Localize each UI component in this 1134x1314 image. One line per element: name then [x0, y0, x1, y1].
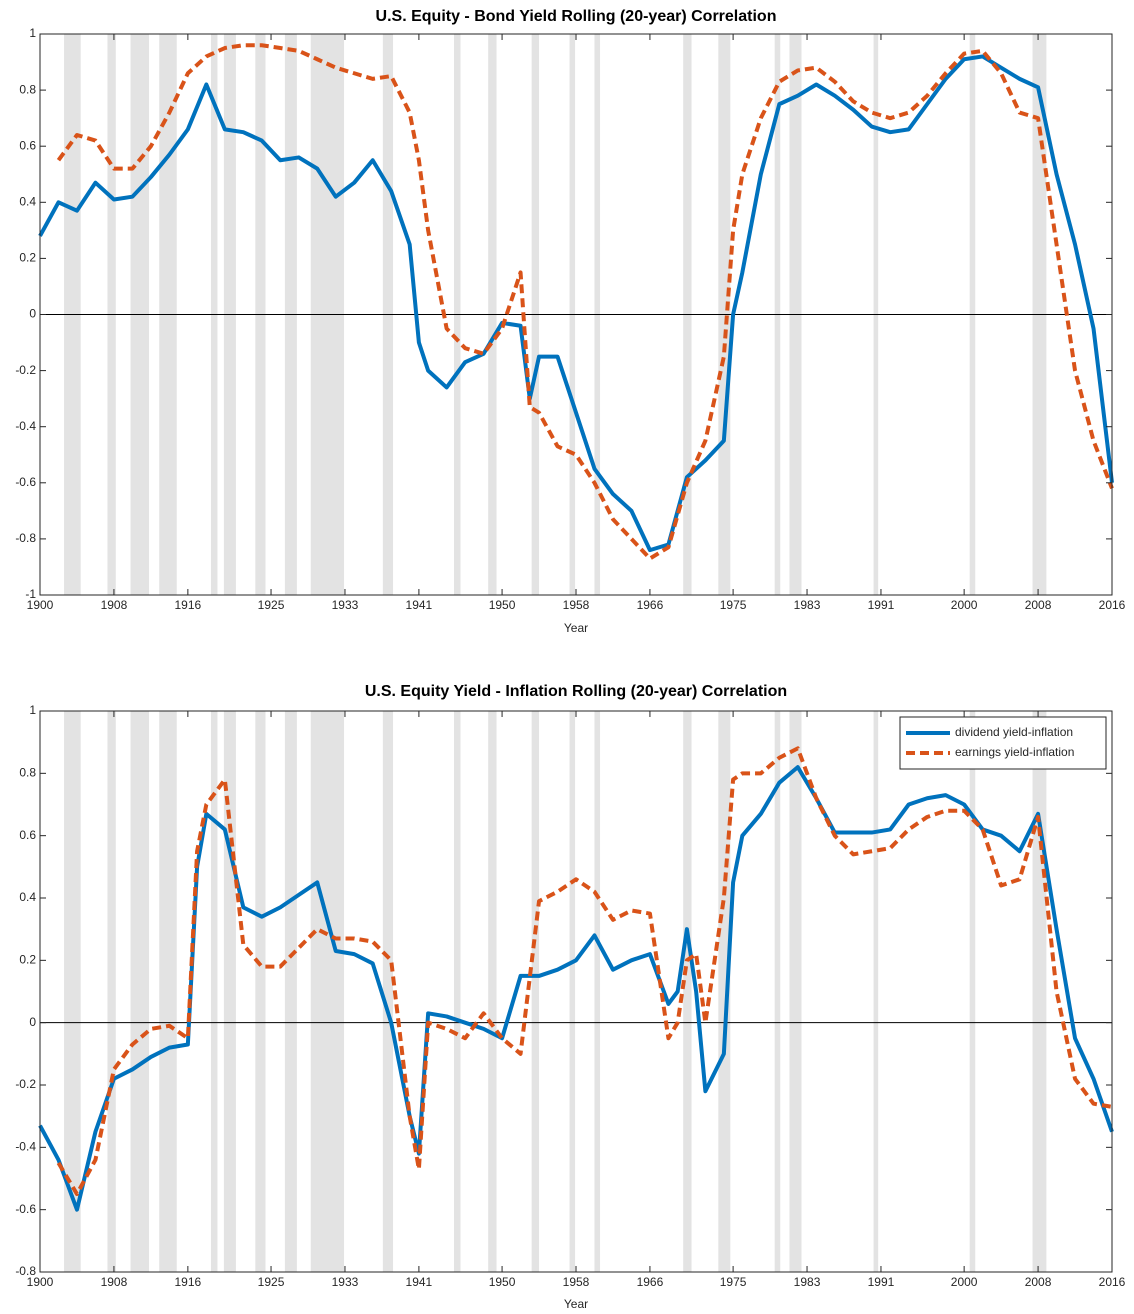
shaded-period	[64, 711, 81, 1272]
x-tick-label: 2016	[1099, 1275, 1126, 1289]
x-tick-label: 2008	[1025, 598, 1052, 612]
shaded-period	[488, 711, 497, 1272]
chart-title: U.S. Equity - Bond Yield Rolling (20-yea…	[376, 8, 777, 25]
series-line	[56, 43, 1114, 561]
shaded-period	[594, 711, 601, 1272]
y-tick-label: 0.2	[19, 251, 36, 265]
shaded-period	[107, 711, 116, 1272]
y-tick-label: -0.4	[15, 419, 36, 433]
x-tick-label: 1958	[563, 1275, 590, 1289]
x-tick-label: 1941	[406, 598, 433, 612]
y-tick-label: -0.2	[15, 363, 36, 377]
legend-label: earnings yield-inflation	[955, 745, 1074, 759]
y-tick-label: -0.6	[15, 475, 36, 489]
x-tick-label: 1983	[794, 598, 821, 612]
shaded-period	[969, 711, 976, 1272]
shaded-period	[873, 711, 879, 1272]
x-tick-label: 1933	[332, 1275, 359, 1289]
x-tick-label: 1958	[563, 598, 590, 612]
x-tick-label: 1908	[101, 598, 128, 612]
x-tick-label: 1983	[794, 1275, 821, 1289]
shaded-period	[569, 711, 576, 1272]
x-tick-label: 2016	[1099, 598, 1126, 612]
x-tick-label: 1966	[637, 1275, 664, 1289]
y-tick-label: 0	[29, 1015, 36, 1029]
x-tick-label: 1916	[175, 1275, 202, 1289]
shaded-period	[284, 711, 297, 1272]
y-tick-label: -0.8	[15, 1264, 36, 1278]
plot-frame	[39, 710, 1113, 1273]
y-tick-label: -0.2	[15, 1077, 36, 1091]
shaded-period	[159, 711, 177, 1272]
shaded-period	[774, 711, 781, 1272]
shaded-period	[454, 711, 461, 1272]
x-tick-label: 1991	[868, 1275, 895, 1289]
x-tick-label: 1950	[489, 1275, 516, 1289]
x-tick-label: 2000	[951, 1275, 978, 1289]
chart-title: U.S. Equity Yield - Inflation Rolling (2…	[365, 683, 787, 700]
x-tick-label: 2008	[1025, 1275, 1052, 1289]
legend-label: dividend yield-inflation	[955, 725, 1073, 739]
x-tick-label: 1950	[489, 598, 516, 612]
x-axis-label: Year	[564, 1297, 588, 1311]
x-tick-label: 1900	[27, 598, 54, 612]
y-tick-label: 0	[29, 307, 36, 321]
shaded-period	[531, 711, 540, 1272]
x-tick-label: 1916	[175, 598, 202, 612]
y-tick-label: 0.2	[19, 953, 36, 967]
x-tick-label: 1966	[637, 598, 664, 612]
legend-box	[899, 716, 1107, 770]
x-tick-label: 1933	[332, 598, 359, 612]
y-tick-label: 0.6	[19, 828, 36, 842]
shaded-period	[1032, 711, 1047, 1272]
shaded-period	[255, 711, 266, 1272]
y-tick-label: 1	[29, 703, 36, 717]
x-tick-label: 1900	[27, 1275, 54, 1289]
series-line	[56, 746, 1113, 1197]
x-tick-label: 1925	[258, 598, 285, 612]
x-tick-label: 1975	[720, 598, 747, 612]
y-tick-label: 0.4	[19, 194, 36, 208]
y-tick-label: 0.8	[19, 766, 36, 780]
shaded-period	[310, 711, 345, 1272]
y-tick-label: -0.4	[15, 1140, 36, 1154]
series-line	[38, 765, 1114, 1212]
x-tick-label: 1941	[406, 1275, 433, 1289]
shaded-period	[382, 711, 394, 1272]
y-tick-label: -1	[25, 587, 36, 601]
series-line	[38, 54, 1114, 553]
shaded-period	[683, 711, 692, 1272]
x-tick-label: 1975	[720, 1275, 747, 1289]
y-tick-label: -0.6	[15, 1202, 36, 1216]
y-tick-label: 0.6	[19, 138, 36, 152]
y-tick-label: 1	[29, 26, 36, 40]
y-tick-label: 0.8	[19, 82, 36, 96]
x-tick-label: 1991	[868, 598, 895, 612]
y-tick-label: -0.8	[15, 531, 36, 545]
shaded-period	[789, 711, 802, 1272]
x-axis-label: Year	[564, 621, 588, 635]
x-tick-label: 2000	[951, 598, 978, 612]
shaded-period	[130, 711, 150, 1272]
shaded-period	[210, 711, 218, 1272]
x-tick-label: 1908	[101, 1275, 128, 1289]
x-tick-label: 1925	[258, 1275, 285, 1289]
y-tick-label: 0.4	[19, 890, 36, 904]
shaded-period	[223, 711, 236, 1272]
